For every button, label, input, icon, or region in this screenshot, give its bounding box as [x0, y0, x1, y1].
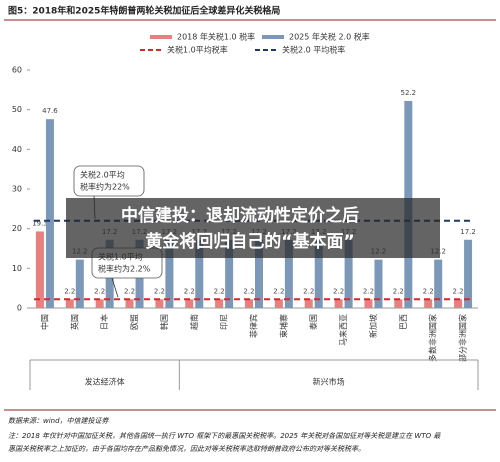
bar [454, 299, 463, 308]
overlay-banner [66, 198, 440, 258]
x-tick-label: 菲律宾 [249, 314, 259, 338]
value-label: 2.2 [303, 287, 314, 295]
value-label: 2.2 [124, 287, 135, 295]
x-tick-label: 中国 [39, 314, 49, 330]
value-label: 2.2 [214, 287, 225, 295]
value-label: 2.2 [452, 287, 463, 295]
source: 数据来源：wind，中信建投证券 [8, 417, 110, 425]
overlay-text: 中信建投：退却流动性定价之后 [121, 205, 359, 226]
bar [304, 299, 313, 308]
value-label: 2.2 [243, 287, 254, 295]
x-tick-label: 多数非洲国家 [428, 314, 438, 362]
y-tick-label: 40 [12, 145, 22, 154]
annotation-text: 关税2.0平均 [80, 170, 125, 180]
bar [255, 239, 263, 308]
overlay-text: 黄金将回归自己的“基本面” [145, 231, 354, 252]
bar [165, 239, 174, 308]
y-tick-label: 10 [12, 264, 22, 273]
x-tick-label: 印尼 [220, 314, 229, 330]
annotation-arrow [111, 277, 119, 298]
bar [125, 299, 134, 308]
bar [364, 299, 373, 308]
annotation-text: 税率约为22% [80, 182, 130, 192]
value-label: 17.2 [460, 228, 476, 236]
x-tick-label: 新加坡 [368, 314, 378, 338]
bar [75, 259, 84, 308]
bar [274, 299, 283, 308]
bar [45, 119, 54, 308]
legend-label: 2025 年关税 2.0 税率 [289, 32, 370, 42]
value-label: 19.3 [32, 219, 48, 227]
bar [155, 299, 164, 308]
y-tick-label: 0 [17, 304, 22, 313]
group-label: 发达经济体 [85, 377, 125, 387]
annotation-text: 税率约为2.2% [98, 264, 151, 274]
bar [434, 259, 443, 308]
x-tick-label: 欧盟 [129, 314, 139, 330]
note: 惠国关税税率之上加征的，由于各国均存在产品豁免情况，因此对等关税税率选取特朗普政… [8, 445, 365, 453]
value-label: 47.6 [42, 107, 58, 115]
y-tick-label: 30 [12, 185, 22, 194]
legend-label: 2018 年关税1.0 税率 [177, 32, 255, 42]
bar [344, 239, 353, 308]
x-tick-label: 马来西亚 [339, 314, 348, 346]
bar [215, 299, 224, 308]
value-label: 2.2 [423, 287, 434, 295]
bar [314, 239, 323, 308]
bar [225, 239, 234, 308]
legend-swatch [150, 35, 172, 39]
value-label: 2.2 [393, 287, 404, 295]
bar [424, 299, 433, 308]
x-tick-label: 巴西 [399, 314, 408, 330]
bar [284, 239, 293, 308]
value-label: 2.2 [94, 287, 105, 295]
bar [464, 239, 473, 308]
chart-title: 图5：2018年和2025年特朗普两轮关税加征后全球差异化关税格局 [8, 5, 280, 17]
legend-swatch [262, 35, 284, 39]
bar [185, 299, 194, 308]
value-label: 2.2 [154, 287, 165, 295]
value-label: 2.2 [64, 287, 75, 295]
x-tick-label: 越南 [189, 314, 199, 330]
note: 注：2018 年仅针对中国加征关税，其他各国统一执行 WTO 框架下的最惠国关税… [8, 432, 441, 440]
y-tick-label: 60 [12, 66, 22, 75]
x-tick-label: 英国 [69, 314, 79, 330]
bar [35, 231, 44, 308]
x-tick-label: 泰国 [308, 314, 318, 330]
x-tick-label: 韩国 [159, 314, 169, 330]
bar [95, 299, 104, 308]
legend-label: 关税2.0 平均税率 [282, 45, 345, 55]
x-tick-label: 部分非洲国家 [458, 314, 468, 362]
bar [245, 299, 253, 308]
y-tick-label: 50 [12, 105, 22, 114]
x-tick-label: 柬埔寨 [278, 314, 288, 338]
x-tick-label: 日本 [99, 314, 109, 330]
legend-label: 关税1.0平均税率 [167, 45, 228, 55]
value-label: 2.2 [184, 287, 195, 295]
bar [374, 259, 383, 308]
value-label: 52.2 [401, 89, 417, 97]
bar [334, 299, 343, 308]
value-label: 2.2 [333, 287, 344, 295]
group-label: 新兴市场 [313, 377, 345, 387]
annotation-box [73, 165, 145, 197]
bar [65, 299, 74, 308]
bar [195, 239, 204, 308]
value-label: 2.2 [273, 287, 284, 295]
bar [394, 299, 403, 308]
value-label: 2.2 [363, 287, 374, 295]
y-tick-label: 20 [12, 224, 22, 233]
